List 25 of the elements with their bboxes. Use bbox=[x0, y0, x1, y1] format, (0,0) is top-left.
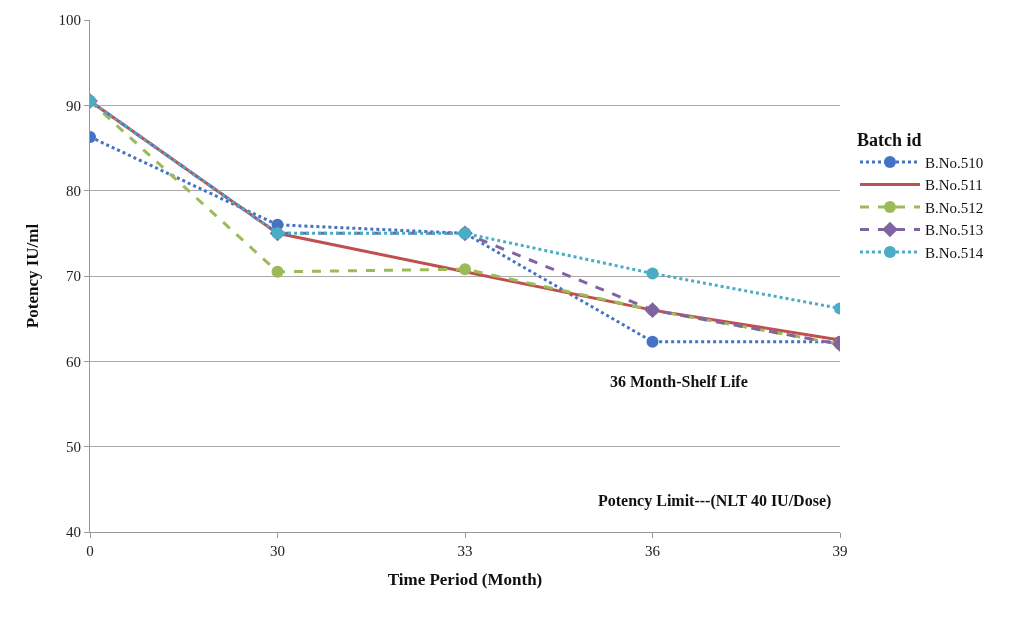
y-tick-label: 40 bbox=[66, 524, 81, 541]
legend-label: B.No.513 bbox=[925, 222, 984, 239]
legend-label: B.No.512 bbox=[925, 199, 984, 216]
x-tick-label: 30 bbox=[270, 543, 285, 559]
annotation: Potency Limit---(NLT 40 IU/Dose) bbox=[598, 492, 832, 510]
annotation: 36 Month-Shelf Life bbox=[610, 373, 748, 390]
legend-label: B.No.511 bbox=[925, 177, 983, 194]
point bbox=[646, 267, 659, 280]
y-tick-label: 50 bbox=[66, 438, 81, 455]
legend-label: B.No.510 bbox=[925, 154, 984, 171]
y-axis-title: Potency IU/ml bbox=[23, 223, 43, 329]
x-tick-label: 36 bbox=[645, 543, 661, 559]
x-tick-label: 0 bbox=[86, 543, 94, 559]
legend-label: B.No.514 bbox=[925, 244, 984, 261]
y-tick-label: 60 bbox=[66, 353, 81, 370]
point bbox=[459, 263, 471, 276]
y-tick-label: 100 bbox=[58, 12, 81, 29]
x-tick-label: 33 bbox=[457, 543, 473, 559]
x-axis-title: Time Period (Month) bbox=[387, 570, 543, 590]
y-tick-label: 90 bbox=[66, 97, 81, 114]
y-tick-label: 70 bbox=[66, 268, 81, 285]
y-tick-label: 80 bbox=[66, 182, 81, 199]
legend-title: Batch id bbox=[857, 129, 922, 150]
x-tick-label: 39 bbox=[832, 543, 848, 559]
point bbox=[271, 265, 284, 278]
